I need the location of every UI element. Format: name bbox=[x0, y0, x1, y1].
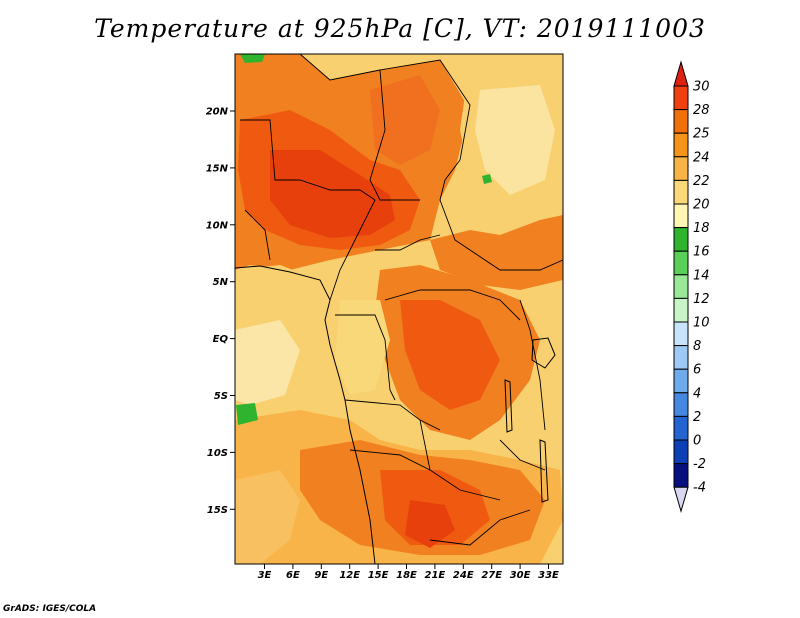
colorbar-segment bbox=[673, 415, 689, 441]
lon-tick-label: 9E bbox=[314, 570, 328, 581]
lon-tick-label: 6E bbox=[286, 570, 300, 581]
lon-tick-label: 12E bbox=[339, 570, 360, 581]
lon-tick-label: 15E bbox=[368, 570, 389, 581]
cool-pocket-atlantic bbox=[236, 403, 258, 425]
lon-tick-label: 27E bbox=[481, 570, 502, 581]
colorbar-segment bbox=[673, 321, 689, 347]
colorbar-top-triangle bbox=[673, 60, 689, 87]
lat-tick-label: 5S bbox=[214, 391, 228, 402]
lon-tick-label: 21E bbox=[425, 570, 446, 581]
colorbar-label: 4 bbox=[693, 386, 701, 401]
colorbar-label: 14 bbox=[693, 268, 710, 283]
cool-zone-southwest bbox=[235, 470, 300, 564]
country-borders bbox=[240, 53, 564, 546]
colorbar-label: 12 bbox=[693, 292, 710, 307]
hottest-core-south bbox=[405, 500, 455, 548]
colorbar-segment bbox=[673, 463, 689, 488]
colorbar-label: 10 bbox=[693, 316, 710, 331]
lat-tick-label: 15S bbox=[207, 505, 228, 516]
colorbar-label: 6 bbox=[693, 363, 701, 378]
colorbar-label: 24 bbox=[693, 150, 710, 165]
lon-tick-label: 3E bbox=[258, 570, 272, 581]
colorbar-segment bbox=[673, 109, 689, 134]
lat-tick-label: 15N bbox=[206, 163, 229, 174]
lake-malawi bbox=[539, 439, 549, 503]
lat-tick-label: 10N bbox=[206, 220, 229, 231]
colorbar-segment bbox=[673, 274, 689, 299]
colorbar-segment bbox=[673, 179, 689, 205]
colorbar-segment bbox=[673, 439, 689, 465]
colorbar-bottom-triangle bbox=[673, 486, 689, 513]
cool-pocket-sahara bbox=[240, 54, 265, 63]
colorbar-segment bbox=[673, 345, 689, 370]
lat-tick-label: 20N bbox=[206, 107, 229, 118]
lat-tick-label: EQ bbox=[213, 334, 229, 345]
colorbar-label: 8 bbox=[693, 339, 701, 354]
coolest-zone-ocean bbox=[235, 320, 300, 405]
lon-tick-label: 18E bbox=[396, 570, 417, 581]
map-frame bbox=[234, 53, 564, 565]
colorbar-segment bbox=[673, 392, 689, 417]
colorbar-label: 18 bbox=[693, 221, 710, 236]
colorbar-label: 20 bbox=[693, 198, 710, 213]
colorbar-segment bbox=[673, 297, 689, 323]
colorbar-label: 25 bbox=[693, 127, 710, 142]
lon-tick-label: 30E bbox=[510, 570, 531, 581]
cool-zone-gabon bbox=[335, 300, 390, 395]
colorbar-segment bbox=[673, 227, 689, 252]
colorbar-segment bbox=[673, 132, 689, 158]
coastline bbox=[234, 265, 376, 565]
colorbar-label: -2 bbox=[693, 457, 706, 472]
colorbar-label: 2 bbox=[693, 410, 701, 425]
colorbar-label: 30 bbox=[693, 80, 710, 95]
lat-tick-label: 5N bbox=[213, 277, 229, 288]
colorbar-label: 0 bbox=[693, 434, 701, 449]
lake-tanganyika bbox=[504, 379, 513, 433]
coolest-zone-sudan bbox=[475, 85, 555, 195]
colorbar-label: -4 bbox=[693, 481, 706, 496]
credit-label: GrADS: IGES/COLA bbox=[3, 604, 97, 614]
hottest-core-north bbox=[270, 150, 395, 238]
lat-tick-label: 10S bbox=[207, 448, 228, 459]
warm-zone-south-sudan bbox=[430, 215, 563, 290]
lon-tick-label: 33E bbox=[538, 570, 559, 581]
chart-title: Temperature at 925hPa [C], VT: 201911100… bbox=[94, 14, 706, 43]
colorbar-segment bbox=[673, 250, 689, 276]
hot-core-congo bbox=[400, 300, 500, 410]
lon-tick-label: 24E bbox=[453, 570, 474, 581]
latitude-axis: 20N 15N 10N 5N EQ 5S 10S 15S bbox=[206, 107, 235, 516]
colorbar-segment bbox=[673, 156, 689, 181]
colorbar-label: 28 bbox=[693, 103, 710, 118]
colorbar-segment bbox=[673, 85, 689, 111]
colorbar-segment bbox=[673, 203, 689, 229]
cool-pocket-darfur bbox=[482, 174, 492, 184]
lake-victoria bbox=[531, 337, 556, 369]
colorbar-segment bbox=[673, 368, 689, 394]
longitude-axis: 3E 6E 9E 12E 15E 18E 21E 24E 27E 30E 33E bbox=[258, 564, 559, 581]
warm-zone-chad bbox=[370, 75, 440, 165]
colorbar-label: 16 bbox=[693, 245, 710, 260]
colorbar-label: 22 bbox=[693, 174, 710, 189]
map-panel bbox=[234, 53, 564, 565]
